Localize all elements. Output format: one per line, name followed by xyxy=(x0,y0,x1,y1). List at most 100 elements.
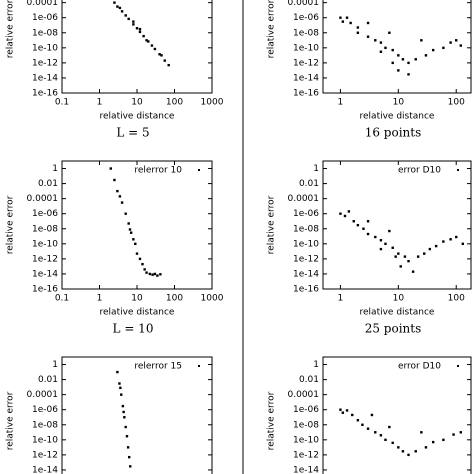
point xyxy=(356,26,360,29)
point xyxy=(384,438,387,442)
plot-frame xyxy=(322,160,472,290)
point xyxy=(420,431,423,434)
point xyxy=(120,201,124,204)
y-tick-label: 0.0001 xyxy=(27,194,59,204)
point xyxy=(391,246,394,249)
point xyxy=(118,6,122,10)
point xyxy=(153,272,157,276)
point xyxy=(361,423,364,426)
point xyxy=(150,44,154,47)
point xyxy=(109,167,112,170)
x-tick-label: 100 xyxy=(166,294,183,304)
x-tick-label: 0.1 xyxy=(55,98,69,108)
legend-marker xyxy=(198,169,200,171)
point xyxy=(388,229,391,233)
point xyxy=(138,27,142,31)
point xyxy=(135,252,139,255)
point xyxy=(397,446,400,449)
y-tick-label: 1e-16 xyxy=(32,89,58,99)
legend-label: relerror 10 xyxy=(134,166,182,176)
point xyxy=(352,220,355,223)
point xyxy=(128,455,131,459)
point xyxy=(399,265,402,268)
y-tick-label: 0.0001 xyxy=(27,390,59,400)
point xyxy=(339,212,342,215)
y-axis-label: relative error xyxy=(6,195,16,254)
point xyxy=(143,268,146,271)
point xyxy=(424,446,428,449)
y-tick-label: 0.0001 xyxy=(288,390,320,400)
point xyxy=(116,370,119,374)
point xyxy=(145,271,148,274)
point xyxy=(160,54,163,57)
point xyxy=(126,446,130,449)
y-axis-label: relative error xyxy=(267,391,277,450)
point xyxy=(394,255,397,258)
x-axis-label: relative distance xyxy=(360,112,435,122)
legend-label: error D10 xyxy=(398,166,441,176)
point xyxy=(431,440,435,444)
point xyxy=(153,47,157,51)
point xyxy=(349,21,352,25)
point xyxy=(343,214,347,218)
point xyxy=(345,16,349,19)
point xyxy=(397,54,400,57)
x-tick-label: 100 xyxy=(448,98,465,108)
y-tick-label: 1e-14 xyxy=(32,73,58,83)
point xyxy=(370,413,374,417)
x-axis-label: relative distance xyxy=(100,308,175,318)
point xyxy=(122,410,125,414)
y-tick-label: 1e-10 xyxy=(32,435,58,445)
y-tick-label: 0.01 xyxy=(38,179,58,189)
plot-frame xyxy=(322,0,472,94)
legend-marker xyxy=(457,169,459,171)
y-tick-label: 1e-16 xyxy=(293,89,319,99)
y-tick-label: 1e-10 xyxy=(293,435,319,445)
point xyxy=(388,425,391,429)
point xyxy=(407,73,410,76)
point xyxy=(374,235,377,239)
point xyxy=(163,59,166,62)
point xyxy=(428,247,432,251)
point xyxy=(120,10,124,13)
point xyxy=(132,23,135,26)
x-tick-label: 1000 xyxy=(201,294,224,304)
y-tick-label: 1e-12 xyxy=(32,254,58,264)
y-tick-label: 0.01 xyxy=(299,375,319,385)
y-tick-label: 1e-06 xyxy=(32,405,58,415)
x-tick-label: 1000 xyxy=(201,98,224,108)
point xyxy=(379,41,383,44)
point xyxy=(397,69,400,72)
point xyxy=(407,259,410,263)
point xyxy=(138,30,142,34)
point xyxy=(362,227,365,230)
x-tick-label: 10 xyxy=(131,98,143,108)
point xyxy=(461,242,465,246)
point xyxy=(366,232,370,236)
point xyxy=(391,61,394,65)
point xyxy=(356,223,360,227)
point xyxy=(341,411,345,414)
point xyxy=(345,409,349,412)
y-tick-label: 1e-10 xyxy=(293,43,319,53)
point xyxy=(124,14,127,17)
point xyxy=(391,441,394,445)
point xyxy=(124,212,127,215)
point xyxy=(379,50,383,53)
point xyxy=(423,252,426,255)
point xyxy=(127,222,130,225)
y-tick-label: 0.01 xyxy=(38,375,58,385)
y-tick-label: 1e-08 xyxy=(293,224,319,234)
point xyxy=(459,431,463,434)
plot-frame xyxy=(61,160,213,290)
y-tick-label: 1e-06 xyxy=(32,13,58,23)
point xyxy=(366,427,370,430)
y-tick-label: 1e-08 xyxy=(32,420,58,430)
point xyxy=(459,44,463,47)
point xyxy=(132,238,135,241)
point xyxy=(442,240,445,243)
y-tick-label: 1e-12 xyxy=(32,450,58,460)
x-tick-label: 1 xyxy=(338,98,344,108)
point xyxy=(455,235,458,239)
y-tick-label: 1 xyxy=(52,360,58,370)
